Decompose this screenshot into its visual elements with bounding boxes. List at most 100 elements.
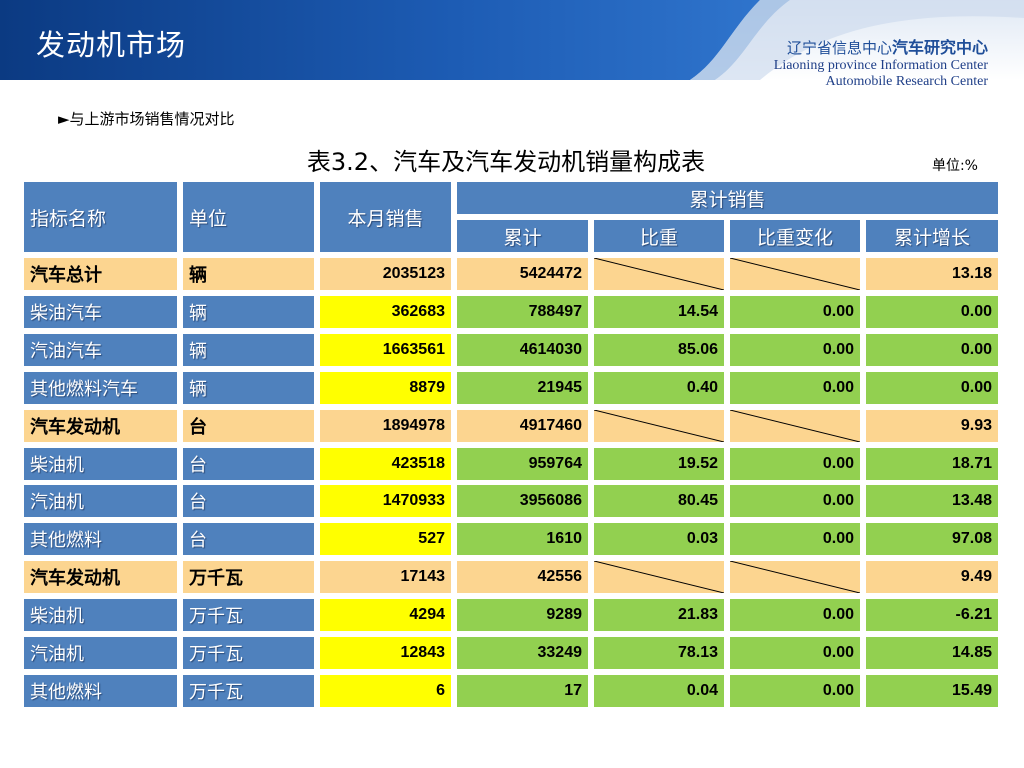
cell-growth: 9.49 xyxy=(866,561,998,593)
cell-share-change: 0.00 xyxy=(730,637,860,669)
cell-share-change: 0.00 xyxy=(730,372,860,404)
cell-cumulative: 4614030 xyxy=(457,334,588,366)
cell-cumulative: 788497 xyxy=(457,296,588,328)
cell-month: 527 xyxy=(320,523,451,555)
cell-growth: 15.49 xyxy=(866,675,998,707)
cell-share: 0.03 xyxy=(594,523,724,555)
col-header-growth: 累计增长 xyxy=(866,220,998,252)
cell-cumulative: 3956086 xyxy=(457,485,588,517)
cell-name: 汽油机 xyxy=(24,637,177,669)
cell-share-change: 0.00 xyxy=(730,485,860,517)
cell-month: 2035123 xyxy=(320,258,451,290)
cell-share-change xyxy=(730,258,860,290)
cell-month: 362683 xyxy=(320,296,451,328)
col-header-unit: 单位 xyxy=(183,182,314,252)
logo-en-line2: Automobile Research Center xyxy=(825,74,988,89)
cell-name: 其他燃料汽车 xyxy=(24,372,177,404)
cell-month: 423518 xyxy=(320,448,451,480)
cell-unit: 辆 xyxy=(183,334,314,366)
cell-share: 0.04 xyxy=(594,675,724,707)
cell-cumulative: 17 xyxy=(457,675,588,707)
unit-note: 单位:% xyxy=(931,158,978,174)
col-header-cumulative: 累计 xyxy=(457,220,588,252)
cell-unit: 辆 xyxy=(183,372,314,404)
diagonal-slash xyxy=(594,410,724,442)
cell-share xyxy=(594,258,724,290)
diagonal-slash xyxy=(730,561,860,593)
col-header-cumulative-group: 累计销售 xyxy=(457,182,998,214)
table-title: 表3.2、汽车及汽车发动机销量构成表 xyxy=(306,148,706,176)
cell-month: 12843 xyxy=(320,637,451,669)
cell-share-change xyxy=(730,561,860,593)
cell-name: 柴油机 xyxy=(24,599,177,631)
col-header-month: 本月销售 xyxy=(320,182,451,252)
cell-cumulative: 5424472 xyxy=(457,258,588,290)
cell-name: 汽油机 xyxy=(24,485,177,517)
cell-growth: 97.08 xyxy=(866,523,998,555)
cell-growth: 0.00 xyxy=(866,372,998,404)
cell-month: 4294 xyxy=(320,599,451,631)
cell-unit: 万千瓦 xyxy=(183,675,314,707)
cell-name: 汽车发动机 xyxy=(24,561,177,593)
cell-unit: 万千瓦 xyxy=(183,599,314,631)
cell-cumulative: 1610 xyxy=(457,523,588,555)
cell-growth: 9.93 xyxy=(866,410,998,442)
cell-unit: 台 xyxy=(183,485,314,517)
diagonal-slash xyxy=(594,258,724,290)
cell-month: 1894978 xyxy=(320,410,451,442)
cell-cumulative: 21945 xyxy=(457,372,588,404)
cell-month: 1663561 xyxy=(320,334,451,366)
cell-share: 14.54 xyxy=(594,296,724,328)
cell-growth: -6.21 xyxy=(866,599,998,631)
cell-name: 其他燃料 xyxy=(24,675,177,707)
banner-graphic xyxy=(0,0,1024,80)
page-title: 发动机市场 xyxy=(36,28,187,62)
diagonal-slash xyxy=(730,410,860,442)
cell-growth: 14.85 xyxy=(866,637,998,669)
cell-unit: 辆 xyxy=(183,258,314,290)
cell-share-change xyxy=(730,410,860,442)
cell-growth: 0.00 xyxy=(866,296,998,328)
cell-cumulative: 9289 xyxy=(457,599,588,631)
cell-share-change: 0.00 xyxy=(730,334,860,366)
organization-logo: 辽宁省信息中心汽车研究中心 Liaoning province Informat… xyxy=(774,34,988,90)
cell-unit: 万千瓦 xyxy=(183,561,314,593)
cell-month: 17143 xyxy=(320,561,451,593)
col-header-share-change: 比重变化 xyxy=(730,220,860,252)
logo-en-line1: Liaoning province Information Center xyxy=(773,58,988,73)
cell-month: 1470933 xyxy=(320,485,451,517)
cell-share: 80.45 xyxy=(594,485,724,517)
section-subheading: ►与上游市场销售情况对比 xyxy=(58,110,235,128)
diagonal-slash xyxy=(594,561,724,593)
cell-cumulative: 42556 xyxy=(457,561,588,593)
cell-share: 85.06 xyxy=(594,334,724,366)
cell-share: 0.40 xyxy=(594,372,724,404)
cell-name: 汽车发动机 xyxy=(24,410,177,442)
cell-growth: 13.48 xyxy=(866,485,998,517)
cell-share-change: 0.00 xyxy=(730,296,860,328)
cell-growth: 13.18 xyxy=(866,258,998,290)
cell-share: 21.83 xyxy=(594,599,724,631)
cell-share: 78.13 xyxy=(594,637,724,669)
cell-name: 柴油汽车 xyxy=(24,296,177,328)
diagonal-slash xyxy=(730,258,860,290)
cell-cumulative: 959764 xyxy=(457,448,588,480)
col-header-share: 比重 xyxy=(594,220,724,252)
cell-share-change: 0.00 xyxy=(730,599,860,631)
cell-month: 6 xyxy=(320,675,451,707)
cell-cumulative: 4917460 xyxy=(457,410,588,442)
cell-unit: 万千瓦 xyxy=(183,637,314,669)
cell-share-change: 0.00 xyxy=(730,523,860,555)
cell-growth: 0.00 xyxy=(866,334,998,366)
cell-growth: 18.71 xyxy=(866,448,998,480)
header-banner xyxy=(0,0,1024,80)
cell-share: 19.52 xyxy=(594,448,724,480)
cell-unit: 台 xyxy=(183,410,314,442)
cell-share xyxy=(594,410,724,442)
col-header-name: 指标名称 xyxy=(24,182,177,252)
cell-unit: 辆 xyxy=(183,296,314,328)
cell-cumulative: 33249 xyxy=(457,637,588,669)
cell-share xyxy=(594,561,724,593)
cell-name: 汽车总计 xyxy=(24,258,177,290)
cell-unit: 台 xyxy=(183,448,314,480)
